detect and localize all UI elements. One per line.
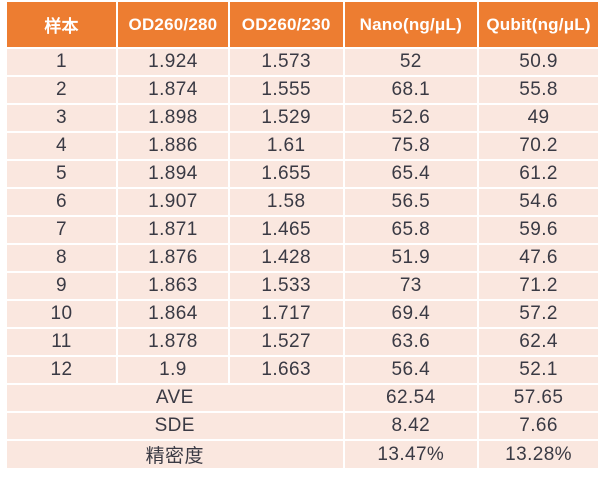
od260-280-cell: 1.894 — [118, 161, 228, 187]
od260-230-cell: 1.533 — [229, 273, 343, 299]
od260-230-cell: 1.663 — [229, 357, 343, 383]
od260-230-cell: 1.717 — [229, 301, 343, 327]
od260-280-cell: 1.907 — [118, 189, 228, 215]
table-row: 6 1.907 1.58 56.5 54.6 — [7, 189, 598, 215]
summary-nano-cell: 13.47% — [344, 441, 478, 468]
od260-230-cell: 1.529 — [229, 105, 343, 131]
header-row: 样本 OD260/280 OD260/230 Nano(ng/μL) Qubit… — [7, 2, 598, 47]
sample-qc-table: 样本 OD260/280 OD260/230 Nano(ng/μL) Qubit… — [5, 0, 600, 470]
table-row: 1 1.924 1.573 52 50.9 — [7, 49, 598, 75]
qubit-cell: 61.2 — [479, 161, 598, 187]
table-row: 2 1.874 1.555 68.1 55.8 — [7, 77, 598, 103]
sample-id-cell: 7 — [7, 217, 117, 243]
nano-cell: 75.8 — [344, 133, 478, 159]
table-body: 1 1.924 1.573 52 50.9 2 1.874 1.555 68.1 55.8 3 1.8… — [7, 49, 598, 468]
nano-cell: 51.9 — [344, 245, 478, 271]
qubit-cell: 52.1 — [479, 357, 598, 383]
nano-cell: 52.6 — [344, 105, 478, 131]
table-row: 5 1.894 1.655 65.4 61.2 — [7, 161, 598, 187]
table-row: 8 1.876 1.428 51.9 47.6 — [7, 245, 598, 271]
table-row: 7 1.871 1.465 65.8 59.6 — [7, 217, 598, 243]
sample-id-cell: 3 — [7, 105, 117, 131]
qubit-cell: 47.6 — [479, 245, 598, 271]
col-header-od260-280: OD260/280 — [118, 2, 228, 47]
sample-id-cell: 6 — [7, 189, 117, 215]
summary-label-cell: SDE — [7, 413, 343, 439]
qubit-cell: 57.2 — [479, 301, 598, 327]
sample-id-cell: 9 — [7, 273, 117, 299]
qubit-cell: 50.9 — [479, 49, 598, 75]
table-row: 12 1.9 1.663 56.4 52.1 — [7, 357, 598, 383]
od260-280-cell: 1.863 — [118, 273, 228, 299]
od260-280-cell: 1.874 — [118, 77, 228, 103]
summary-qubit-cell: 7.66 — [479, 413, 598, 439]
nano-cell: 73 — [344, 273, 478, 299]
col-header-nano: Nano(ng/μL) — [344, 2, 478, 47]
summary-qubit-cell: 57.65 — [479, 385, 598, 411]
summary-qubit-cell: 13.28% — [479, 441, 598, 468]
sample-id-cell: 10 — [7, 301, 117, 327]
col-header-od260-230: OD260/230 — [229, 2, 343, 47]
summary-label-cell: 精密度 — [7, 441, 343, 468]
sample-id-cell: 1 — [7, 49, 117, 75]
col-header-sample: 样本 — [7, 2, 117, 47]
summary-nano-cell: 8.42 — [344, 413, 478, 439]
od260-280-cell: 1.876 — [118, 245, 228, 271]
od260-230-cell: 1.573 — [229, 49, 343, 75]
sample-id-cell: 11 — [7, 329, 117, 355]
od260-280-cell: 1.9 — [118, 357, 228, 383]
qubit-cell: 54.6 — [479, 189, 598, 215]
sample-id-cell: 2 — [7, 77, 117, 103]
sample-id-cell: 5 — [7, 161, 117, 187]
table-row: 4 1.886 1.61 75.8 70.2 — [7, 133, 598, 159]
od260-280-cell: 1.864 — [118, 301, 228, 327]
od260-280-cell: 1.898 — [118, 105, 228, 131]
nano-cell: 52 — [344, 49, 478, 75]
qubit-cell: 59.6 — [479, 217, 598, 243]
od260-280-cell: 1.878 — [118, 329, 228, 355]
nano-cell: 65.8 — [344, 217, 478, 243]
nano-cell: 63.6 — [344, 329, 478, 355]
summary-label-cell: AVE — [7, 385, 343, 411]
od260-230-cell: 1.555 — [229, 77, 343, 103]
qubit-cell: 71.2 — [479, 273, 598, 299]
od260-230-cell: 1.465 — [229, 217, 343, 243]
qubit-cell: 55.8 — [479, 77, 598, 103]
nano-cell: 69.4 — [344, 301, 478, 327]
od260-280-cell: 1.871 — [118, 217, 228, 243]
nano-cell: 68.1 — [344, 77, 478, 103]
summary-row: AVE 62.54 57.65 — [7, 385, 598, 411]
qubit-cell: 70.2 — [479, 133, 598, 159]
sample-id-cell: 12 — [7, 357, 117, 383]
table-row: 11 1.878 1.527 63.6 62.4 — [7, 329, 598, 355]
nano-cell: 56.4 — [344, 357, 478, 383]
od260-280-cell: 1.924 — [118, 49, 228, 75]
sample-id-cell: 4 — [7, 133, 117, 159]
od260-230-cell: 1.655 — [229, 161, 343, 187]
summary-nano-cell: 62.54 — [344, 385, 478, 411]
nano-cell: 65.4 — [344, 161, 478, 187]
qubit-cell: 62.4 — [479, 329, 598, 355]
table-row: 10 1.864 1.717 69.4 57.2 — [7, 301, 598, 327]
summary-row: 精密度 13.47% 13.28% — [7, 441, 598, 468]
sample-id-cell: 8 — [7, 245, 117, 271]
qubit-cell: 49 — [479, 105, 598, 131]
col-header-qubit: Qubit(ng/μL) — [479, 2, 598, 47]
table-row: 9 1.863 1.533 73 71.2 — [7, 273, 598, 299]
nano-cell: 56.5 — [344, 189, 478, 215]
summary-row: SDE 8.42 7.66 — [7, 413, 598, 439]
od260-280-cell: 1.886 — [118, 133, 228, 159]
od260-230-cell: 1.61 — [229, 133, 343, 159]
od260-230-cell: 1.428 — [229, 245, 343, 271]
od260-230-cell: 1.527 — [229, 329, 343, 355]
od260-230-cell: 1.58 — [229, 189, 343, 215]
table-row: 3 1.898 1.529 52.6 49 — [7, 105, 598, 131]
